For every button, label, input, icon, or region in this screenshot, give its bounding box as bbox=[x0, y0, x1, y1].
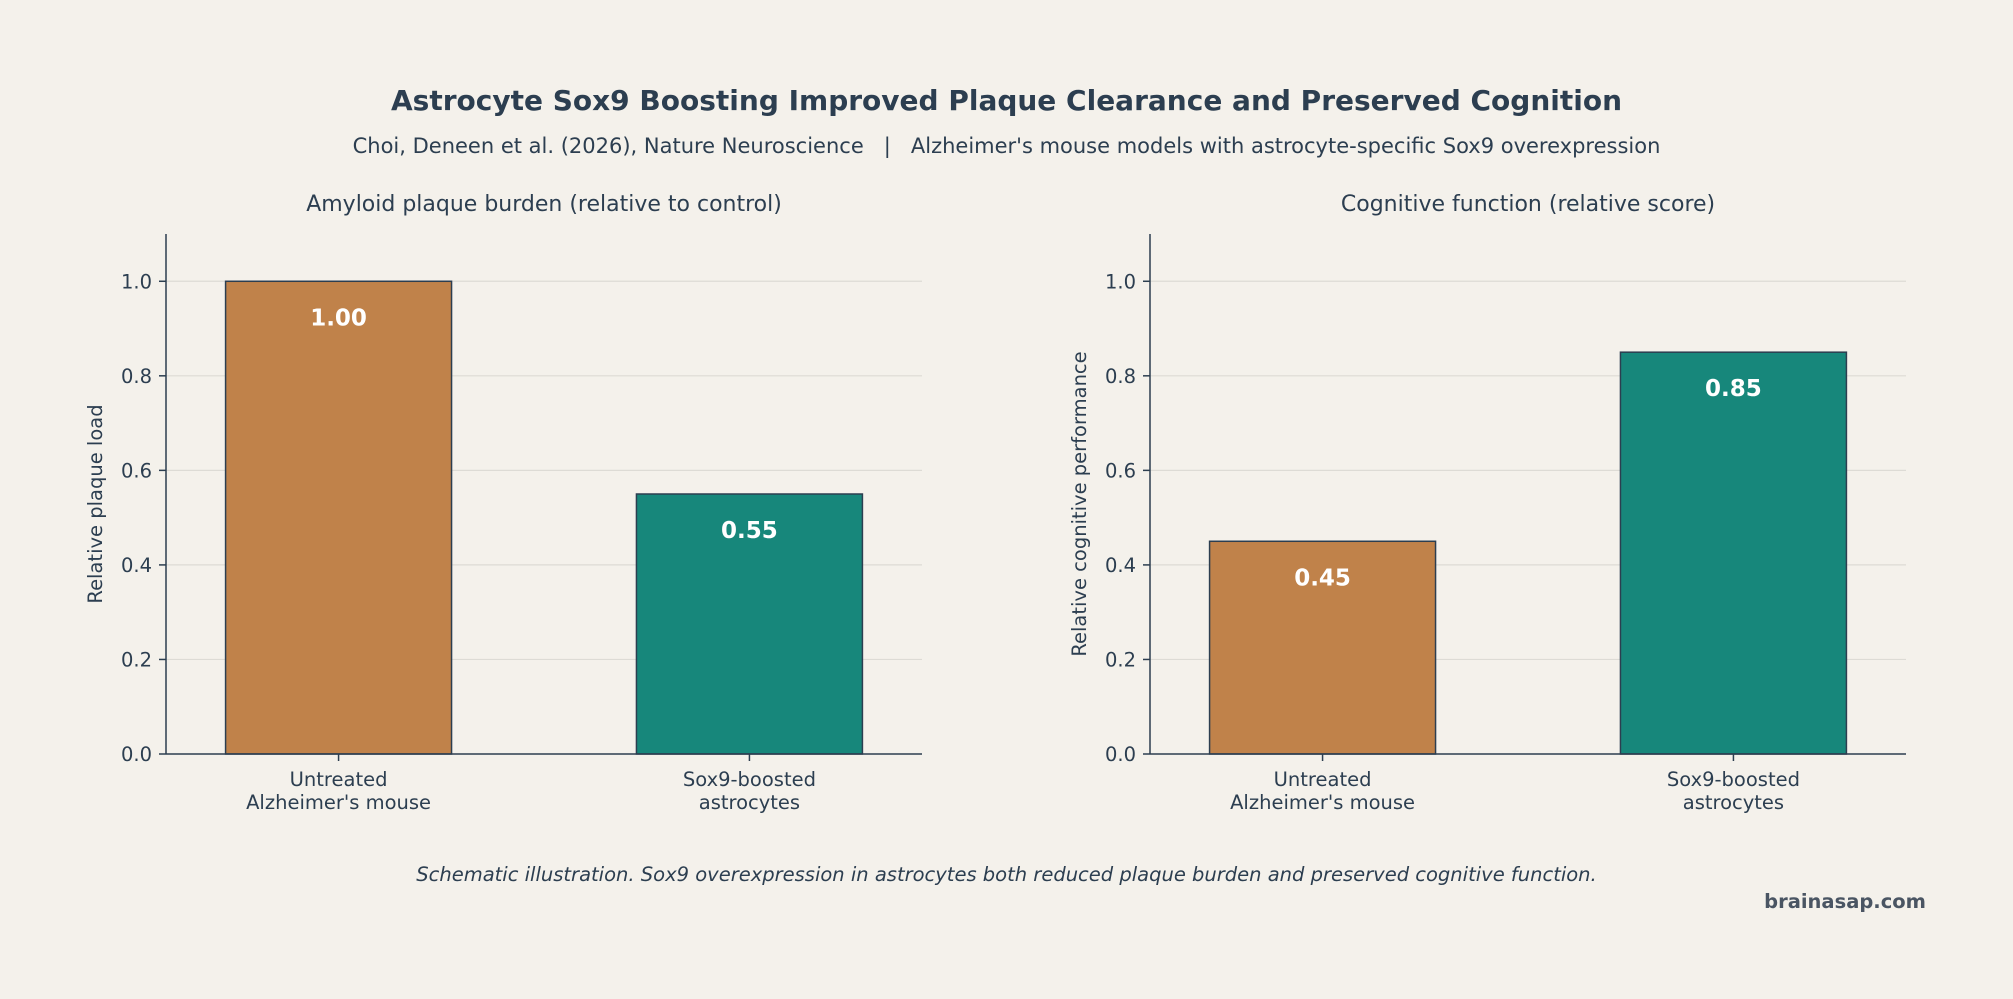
y-tick-label: 0.2 bbox=[121, 648, 152, 671]
x-tick-label: Sox9-boosted bbox=[1667, 768, 1800, 791]
x-tick-label: astrocytes bbox=[699, 791, 800, 814]
bar-value-label: 0.85 bbox=[1705, 376, 1762, 402]
x-tick-label: Alzheimer's mouse bbox=[246, 791, 431, 814]
y-tick-label: 0.2 bbox=[1105, 648, 1136, 671]
bar-value-label: 1.00 bbox=[310, 305, 367, 331]
figure-caption: Schematic illustration. Sox9 overexpress… bbox=[416, 863, 1597, 886]
x-tick-label: Sox9-boosted bbox=[683, 768, 816, 791]
figure-subtitle: Choi, Deneen et al. (2026), Nature Neuro… bbox=[352, 134, 1661, 158]
y-axis-label: Relative cognitive performance bbox=[1068, 351, 1091, 656]
y-tick-label: 0.8 bbox=[1105, 365, 1136, 388]
panel-title: Amyloid plaque burden (relative to contr… bbox=[306, 192, 782, 217]
bar bbox=[1619, 351, 1848, 755]
y-tick-label: 1.0 bbox=[121, 270, 152, 293]
x-tick-label: astrocytes bbox=[1683, 791, 1784, 814]
y-tick-label: 0.4 bbox=[1105, 554, 1136, 577]
y-tick-label: 0.0 bbox=[1105, 743, 1136, 766]
y-tick-label: 0.6 bbox=[1105, 459, 1136, 482]
y-tick-label: 0.6 bbox=[121, 459, 152, 482]
y-tick-label: 0.0 bbox=[121, 743, 152, 766]
figure-title: Astrocyte Sox9 Boosting Improved Plaque … bbox=[390, 84, 1622, 117]
y-axis-label: Relative plaque load bbox=[84, 404, 107, 603]
y-tick-label: 0.4 bbox=[121, 554, 152, 577]
x-tick-label: Untreated bbox=[1274, 768, 1372, 791]
y-tick-label: 1.0 bbox=[1105, 270, 1136, 293]
bar-value-label: 0.45 bbox=[1294, 565, 1351, 591]
watermark: brainasap.com bbox=[1764, 890, 1926, 913]
x-tick-label: Alzheimer's mouse bbox=[1230, 791, 1415, 814]
y-tick-label: 0.8 bbox=[121, 365, 152, 388]
panel-title: Cognitive function (relative score) bbox=[1341, 192, 1715, 217]
bar-value-label: 0.55 bbox=[721, 518, 778, 544]
bar bbox=[635, 493, 864, 755]
bar bbox=[224, 280, 453, 755]
x-tick-label: Untreated bbox=[290, 768, 388, 791]
bar bbox=[1208, 540, 1437, 755]
